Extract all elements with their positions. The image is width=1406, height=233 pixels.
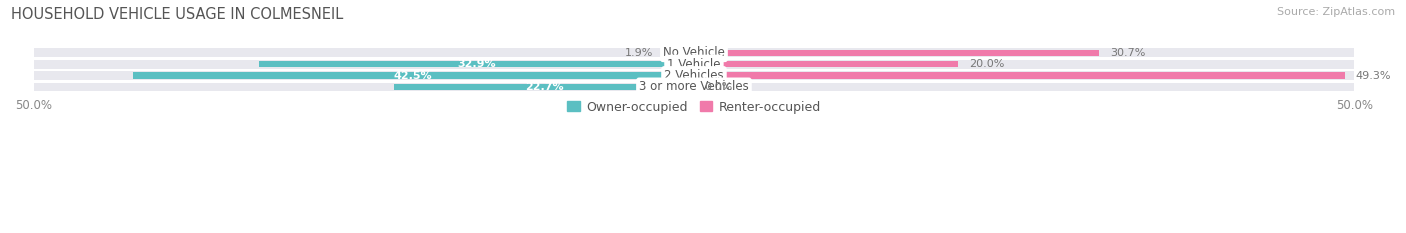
Text: 2 Vehicles: 2 Vehicles: [664, 69, 724, 82]
Text: 1 Vehicle: 1 Vehicle: [668, 58, 721, 71]
Text: 42.5%: 42.5%: [394, 71, 433, 81]
Legend: Owner-occupied, Renter-occupied: Owner-occupied, Renter-occupied: [562, 96, 825, 119]
Bar: [394, 84, 695, 90]
Bar: [34, 71, 1354, 80]
Bar: [34, 82, 1354, 91]
Text: 20.0%: 20.0%: [969, 59, 1004, 69]
Text: 30.7%: 30.7%: [1111, 48, 1146, 58]
Bar: [34, 60, 1354, 69]
Text: 32.9%: 32.9%: [457, 59, 496, 69]
Bar: [695, 72, 1346, 79]
Bar: [669, 50, 695, 56]
Text: 3 or more Vehicles: 3 or more Vehicles: [640, 80, 749, 93]
Text: 49.3%: 49.3%: [1355, 71, 1391, 81]
Bar: [695, 61, 957, 67]
Bar: [695, 50, 1099, 56]
Bar: [132, 72, 695, 79]
Bar: [34, 48, 1354, 57]
Text: HOUSEHOLD VEHICLE USAGE IN COLMESNEIL: HOUSEHOLD VEHICLE USAGE IN COLMESNEIL: [11, 7, 343, 22]
Text: 0.0%: 0.0%: [704, 82, 733, 92]
Text: No Vehicle: No Vehicle: [664, 46, 725, 59]
Bar: [259, 61, 695, 67]
Text: 22.7%: 22.7%: [524, 82, 564, 92]
Text: Source: ZipAtlas.com: Source: ZipAtlas.com: [1277, 7, 1395, 17]
Text: 1.9%: 1.9%: [624, 48, 652, 58]
